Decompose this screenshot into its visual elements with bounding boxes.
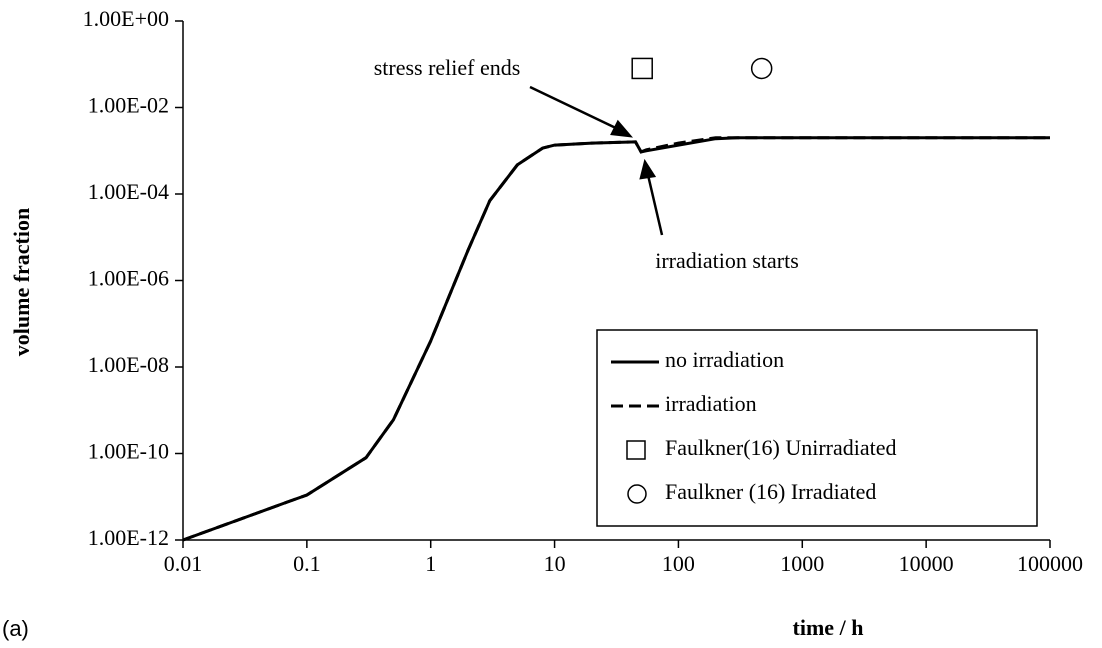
x-tick-label: 0.1 — [293, 551, 321, 576]
x-axis-label: time / h — [793, 615, 864, 640]
arrow — [646, 174, 664, 236]
y-tick-label: 1.00E-08 — [88, 352, 169, 377]
legend-label: Faulkner (16) Irradiated — [665, 479, 876, 504]
y-tick-label: 1.00E-04 — [88, 179, 169, 204]
y-tick-label: 1.00E-12 — [88, 525, 169, 550]
y-axis-label: volume fraction — [9, 208, 34, 356]
arrowhead — [639, 158, 657, 180]
x-tick-label: 1000 — [780, 551, 824, 576]
legend-marker — [626, 440, 646, 460]
x-tick-label: 100 — [662, 551, 695, 576]
annotation-arrows — [529, 85, 664, 236]
legend-label: irradiation — [665, 391, 757, 416]
legend-label: Faulkner(16) Unirradiated — [665, 435, 897, 460]
y-tick-label: 1.00E-10 — [88, 439, 169, 464]
line — [182, 136, 1050, 542]
arrow — [529, 85, 621, 132]
point — [750, 57, 773, 80]
x-tick-label: 10000 — [899, 551, 954, 576]
y-tick-label: 1.00E-02 — [88, 93, 169, 118]
x-tick-label: 10 — [544, 551, 566, 576]
arrowhead — [610, 119, 634, 138]
legend — [596, 329, 1038, 527]
legend-marker — [627, 484, 647, 504]
x-tick-label: 1 — [425, 551, 436, 576]
legend-label: no irradiation — [665, 347, 784, 372]
panel-label: (a) — [2, 616, 29, 641]
annotation: irradiation starts — [655, 248, 799, 273]
point — [631, 57, 653, 80]
annotation: stress relief ends — [374, 55, 521, 80]
y-tick-label: 1.00E-06 — [88, 266, 169, 291]
x-tick-label: 100000 — [1017, 551, 1083, 576]
x-tick-label: 0.01 — [164, 551, 203, 576]
y-tick-label: 1.00E+00 — [83, 6, 169, 31]
